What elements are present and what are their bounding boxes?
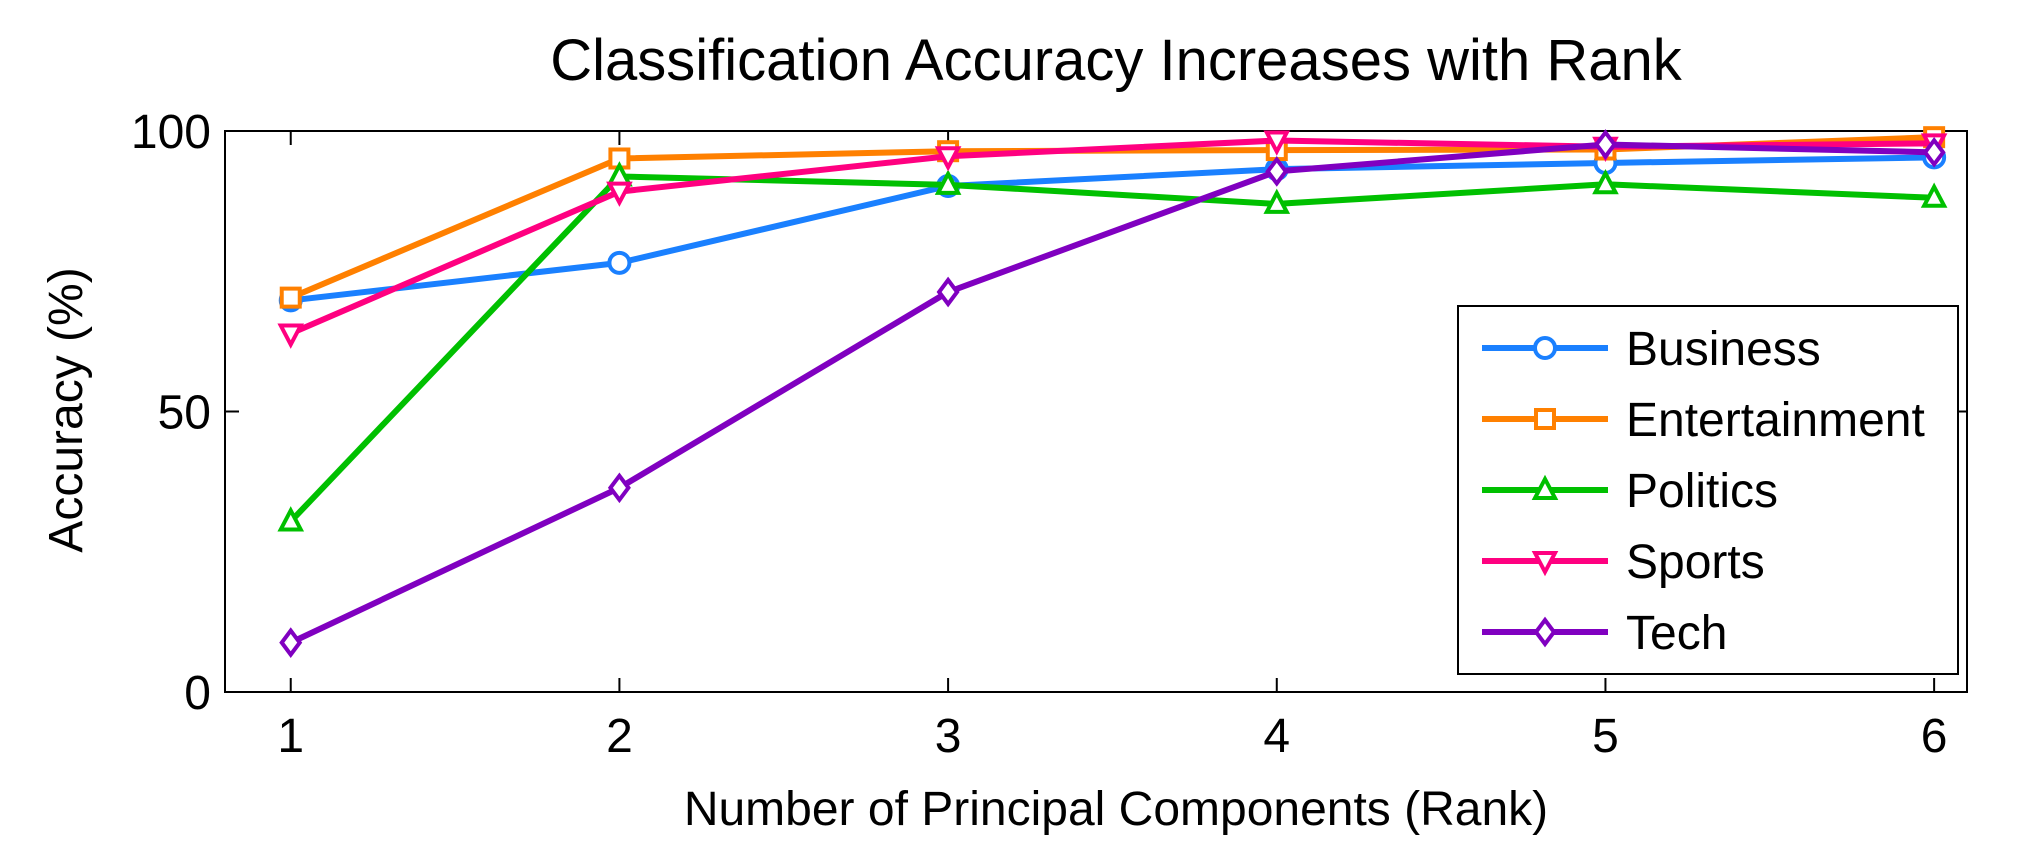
- x-axis-label: Number of Principal Components (Rank): [684, 783, 1548, 836]
- data-point-politics: [277, 506, 305, 532]
- y-axis-label: Accuracy (%): [40, 267, 93, 552]
- legend-marker-tech: [1533, 616, 1557, 648]
- series-line-sports: [289, 137, 1935, 337]
- legend-marker-politics: [1531, 474, 1559, 500]
- data-point-sports: [1263, 130, 1291, 156]
- data-point-tech: [1593, 129, 1617, 160]
- legend-label-tech: Tech: [1626, 607, 1727, 660]
- data-point-sports: [934, 146, 962, 172]
- legend-label-business: Business: [1626, 323, 1821, 376]
- series-tech: [279, 129, 1946, 658]
- data-point-politics: [1592, 169, 1619, 195]
- data-point-tech: [279, 627, 303, 658]
- data-point-tech: [1922, 136, 1946, 168]
- y-tick-label: 100: [131, 106, 211, 159]
- x-tick-label: 5: [1592, 710, 1619, 763]
- data-point-sports: [606, 181, 633, 207]
- legend-marker-business: [1533, 336, 1557, 360]
- data-point-politics: [934, 169, 962, 195]
- legend-label-sports: Sports: [1626, 536, 1765, 589]
- legend-marker-sports: [1531, 551, 1559, 577]
- series-politics: [277, 161, 1948, 532]
- x-tick-label: 3: [935, 710, 962, 763]
- x-tick-label: 2: [606, 710, 633, 763]
- data-point-business: [607, 250, 632, 275]
- data-point-politics: [1920, 182, 1948, 208]
- x-tick-label: 1: [277, 710, 304, 763]
- series-line-business: [290, 154, 1935, 304]
- x-tick-label: 4: [1263, 710, 1290, 763]
- series-line-tech: [289, 141, 1935, 646]
- legend-label-politics: Politics: [1626, 465, 1778, 518]
- legend-marker-entertainment: [1534, 408, 1556, 430]
- y-tick-label: 0: [184, 667, 211, 720]
- y-tick-label: 50: [158, 387, 211, 440]
- legend: Business Entertainment Politics Sports Tech: [1457, 305, 1959, 675]
- series-entertainment: [279, 126, 1946, 309]
- data-point-tech: [607, 472, 631, 504]
- data-point-sports: [277, 323, 305, 349]
- series-layer: [277, 126, 1948, 658]
- data-point-tech: [936, 276, 960, 308]
- legend-label-entertainment: Entertainment: [1626, 394, 1925, 447]
- series-line-politics: [288, 173, 1935, 524]
- chart-title: Classification Accuracy Increases with R…: [550, 28, 1682, 93]
- x-tick-label: 6: [1921, 710, 1948, 763]
- data-point-entertainment: [279, 286, 302, 309]
- data-point-tech: [1265, 156, 1289, 187]
- data-point-politics: [1263, 188, 1291, 214]
